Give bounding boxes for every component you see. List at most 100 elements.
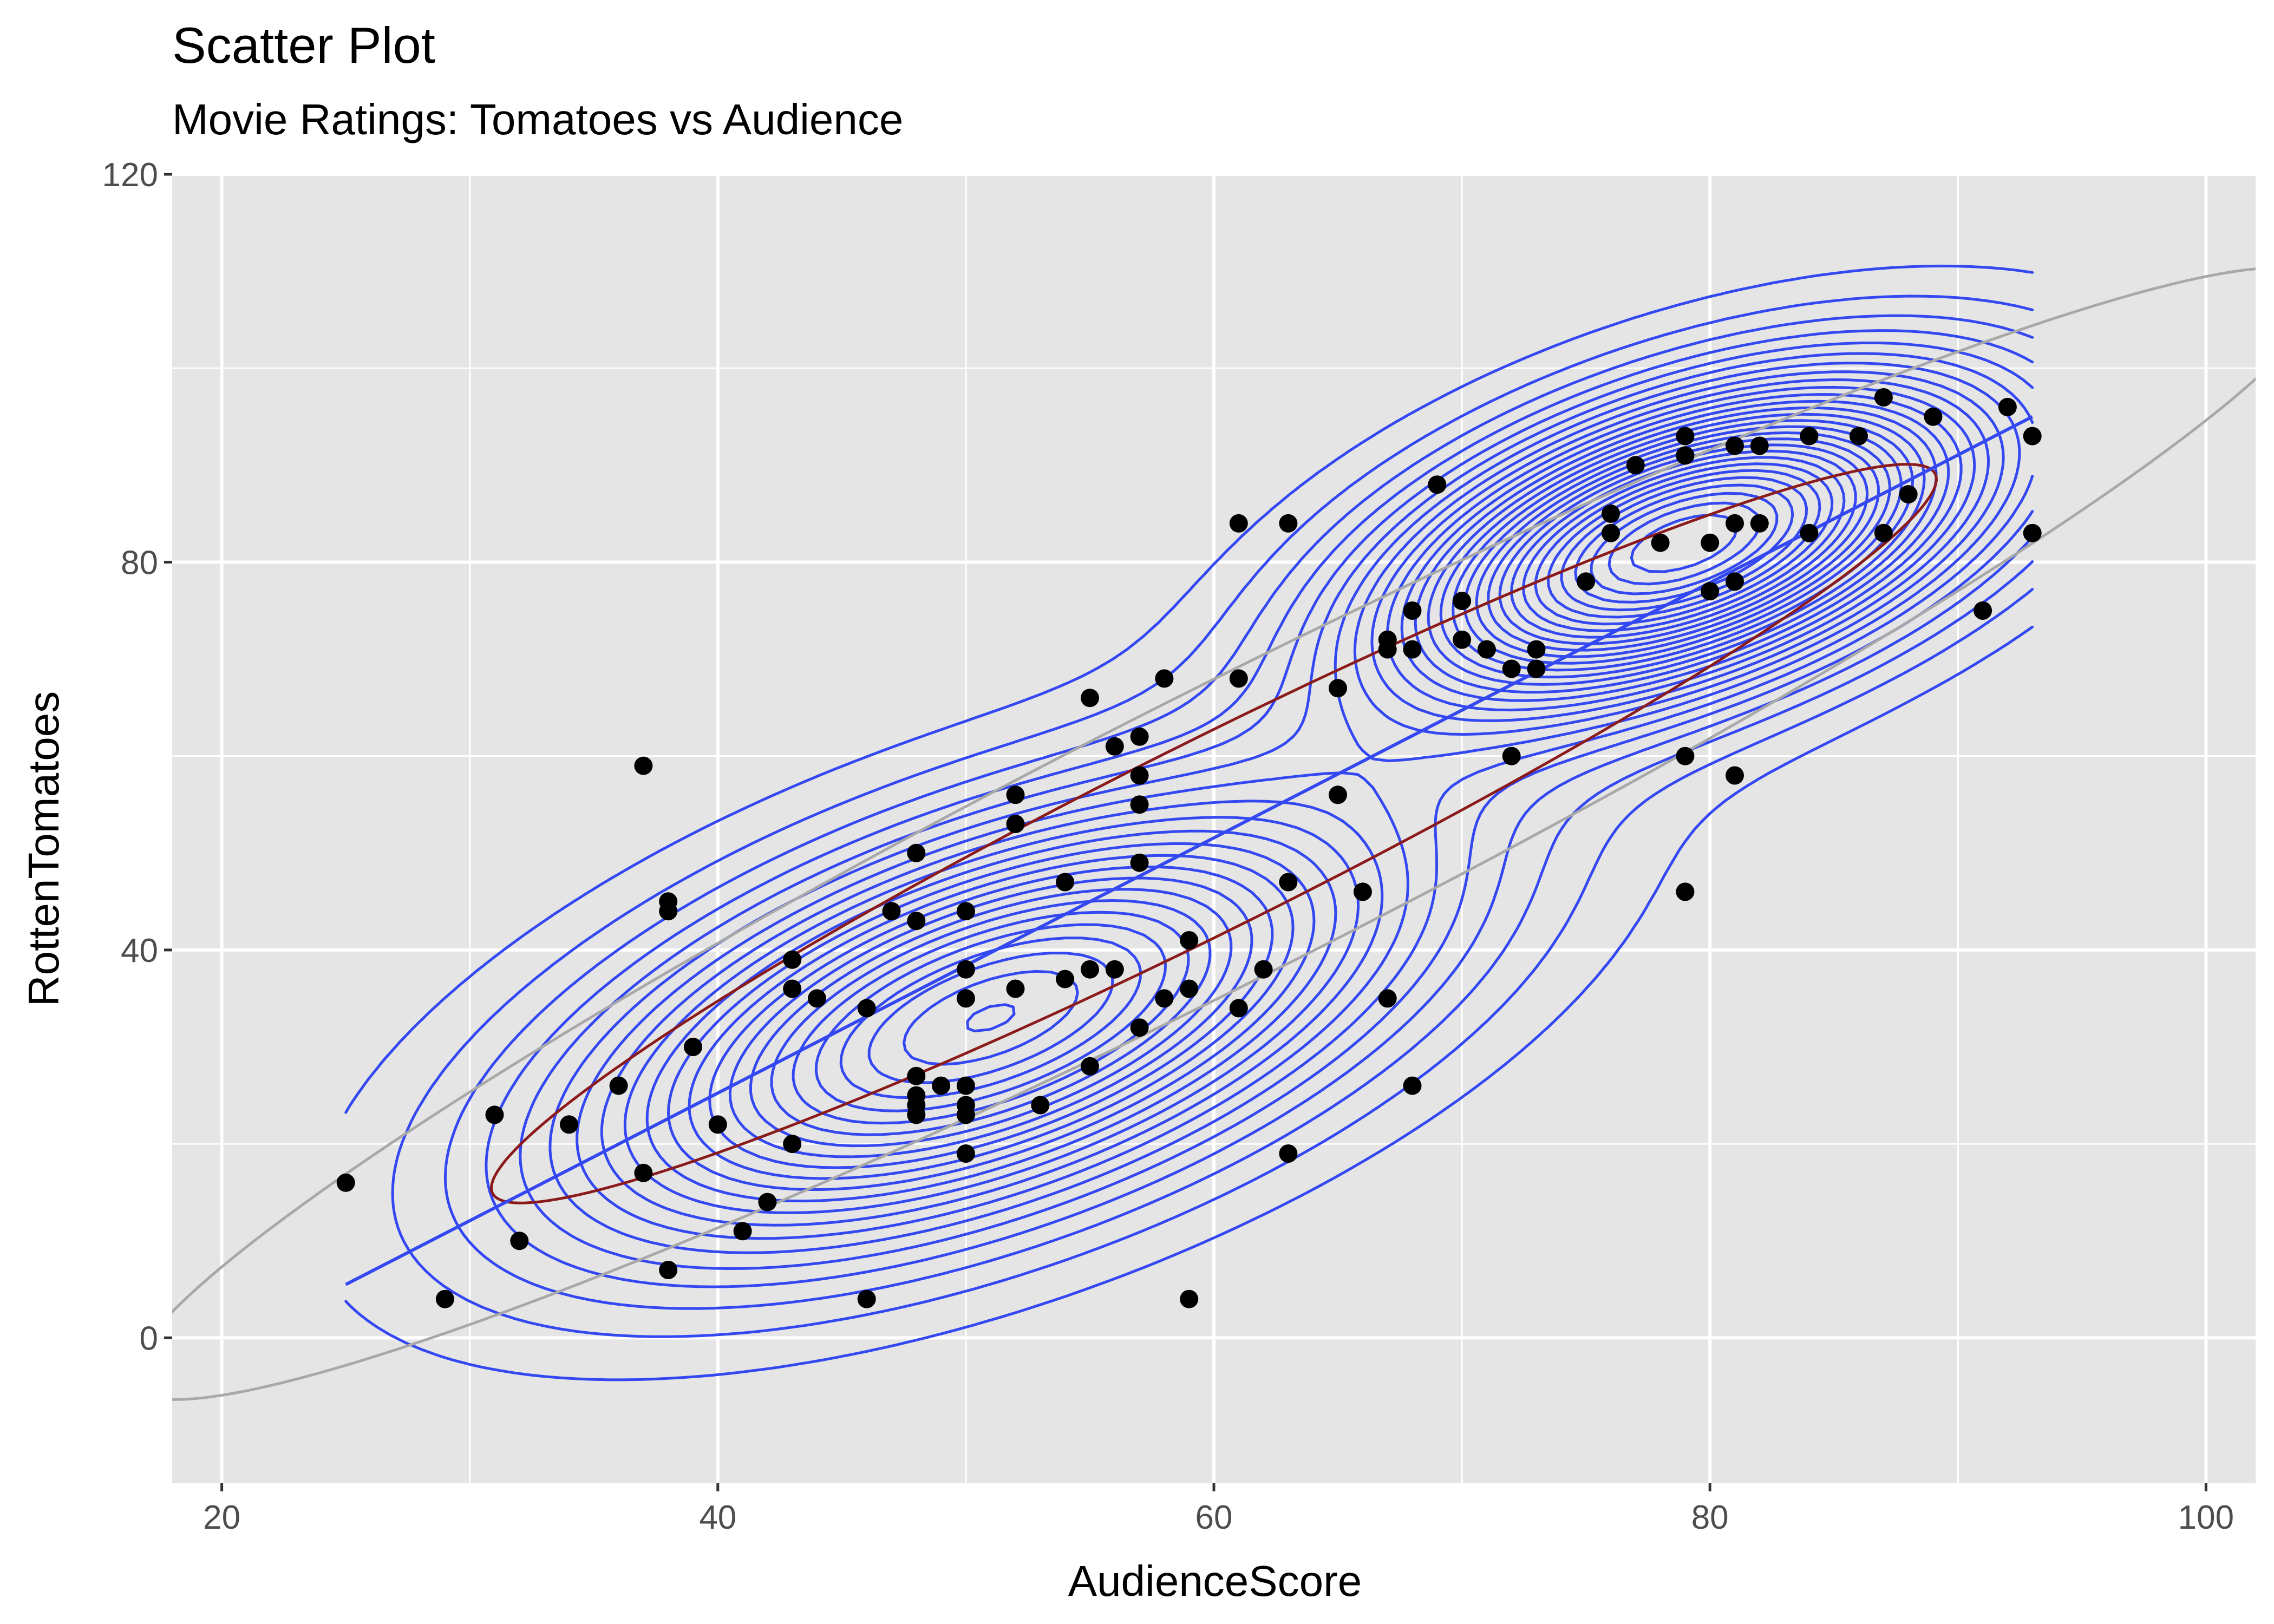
data-point [1651, 533, 1670, 552]
data-point [1874, 523, 1893, 542]
density-contour-level-9 [623, 378, 1990, 1214]
data-point [1229, 999, 1248, 1018]
data-point [907, 1066, 926, 1085]
data-point [1105, 960, 1124, 979]
data-point [1676, 427, 1695, 446]
data-point [1378, 989, 1397, 1008]
data-point [1974, 601, 1992, 620]
data-point [956, 1076, 975, 1095]
data-point [1006, 785, 1025, 804]
data-point [659, 902, 678, 921]
y-tick-label: 120 [102, 156, 158, 194]
x-tick-label: 60 [1195, 1499, 1233, 1536]
regression-line [345, 415, 2034, 1286]
data-point [609, 1076, 628, 1095]
data-point [956, 902, 975, 921]
data-point [1130, 795, 1149, 814]
data-point [956, 989, 975, 1008]
density-contour-level-28 [1630, 513, 1739, 573]
inner-confidence-ellipse [489, 463, 1938, 1204]
data-point [1329, 785, 1347, 804]
data-point [1800, 523, 1819, 542]
data-point [1924, 407, 1943, 426]
data-point [510, 1232, 529, 1250]
data-point [634, 1163, 653, 1182]
y-axis: 0 40 80 120 [102, 156, 172, 1357]
data-point [907, 843, 926, 862]
data-point [1726, 436, 1744, 455]
data-point [1403, 1076, 1422, 1095]
y-axis-title: RottenTomatoes [19, 691, 68, 1007]
density-contour-level-7 [576, 362, 2021, 1240]
density-contour-level-2 [391, 294, 2034, 1338]
data-point [783, 1135, 802, 1154]
data-point [336, 1173, 355, 1192]
data-point [857, 1289, 876, 1308]
data-point [1899, 485, 1918, 504]
data-point [1081, 689, 1099, 708]
density-contour-level-12 [688, 400, 1950, 1180]
data-point [783, 979, 802, 998]
data-point [1850, 427, 1868, 446]
data-point [1502, 746, 1521, 765]
data-point [1726, 766, 1744, 785]
data-point [758, 1193, 777, 1212]
x-tick-label: 20 [203, 1499, 240, 1536]
data-point [634, 756, 653, 775]
data-point [808, 989, 826, 1008]
chart-subtitle: Movie Ratings: Tomatoes vs Audience [172, 95, 903, 143]
data-point [2023, 427, 2042, 446]
data-point [1676, 882, 1695, 901]
data-point [560, 1115, 578, 1134]
plot-layers [172, 264, 2256, 1401]
data-point [485, 1105, 504, 1124]
data-point [1180, 979, 1199, 998]
data-point [1056, 873, 1075, 892]
data-point [1602, 504, 1620, 523]
data-point [907, 1105, 926, 1124]
data-point [1477, 640, 1496, 659]
data-point [435, 1289, 454, 1308]
data-point [1701, 533, 1720, 552]
data-point [1031, 1096, 1050, 1115]
data-point [1130, 1018, 1149, 1037]
density-contour-level-11 [667, 393, 1963, 1191]
data-point [1329, 679, 1347, 698]
data-point [1180, 931, 1199, 949]
data-point [1353, 882, 1372, 901]
x-axis: 20 40 60 80 100 [203, 1483, 2234, 1536]
data-point [1130, 727, 1149, 746]
x-axis-title: AudienceScore [1068, 1557, 1362, 1605]
data-point [1701, 582, 1720, 601]
data-point [932, 1076, 951, 1095]
data-points [336, 388, 2042, 1308]
data-point [882, 902, 901, 921]
data-point [1577, 572, 1596, 591]
data-point [1279, 514, 1298, 533]
data-point [1105, 737, 1124, 756]
density-contour-level-14 [728, 412, 1926, 1158]
data-point [2023, 523, 2042, 542]
data-point [956, 960, 975, 979]
data-point [1006, 979, 1025, 998]
data-point [1626, 456, 1645, 475]
data-point [1874, 388, 1893, 407]
data-point [659, 1261, 678, 1279]
grid-lines [172, 173, 2256, 1483]
data-point [1800, 427, 1819, 446]
x-tick-label: 40 [699, 1499, 736, 1536]
data-point [907, 912, 926, 931]
data-point [1229, 669, 1248, 688]
data-point [684, 1038, 702, 1056]
data-point [1254, 960, 1273, 979]
data-point [1130, 853, 1149, 872]
data-point [1180, 1289, 1199, 1308]
density-contour-level-1 [344, 264, 2034, 1381]
data-point [1229, 514, 1248, 533]
y-tick-label: 0 [140, 1320, 158, 1357]
data-point [1527, 640, 1546, 659]
y-tick-label: 80 [121, 544, 158, 581]
data-point [857, 999, 876, 1018]
data-point [956, 1144, 975, 1163]
